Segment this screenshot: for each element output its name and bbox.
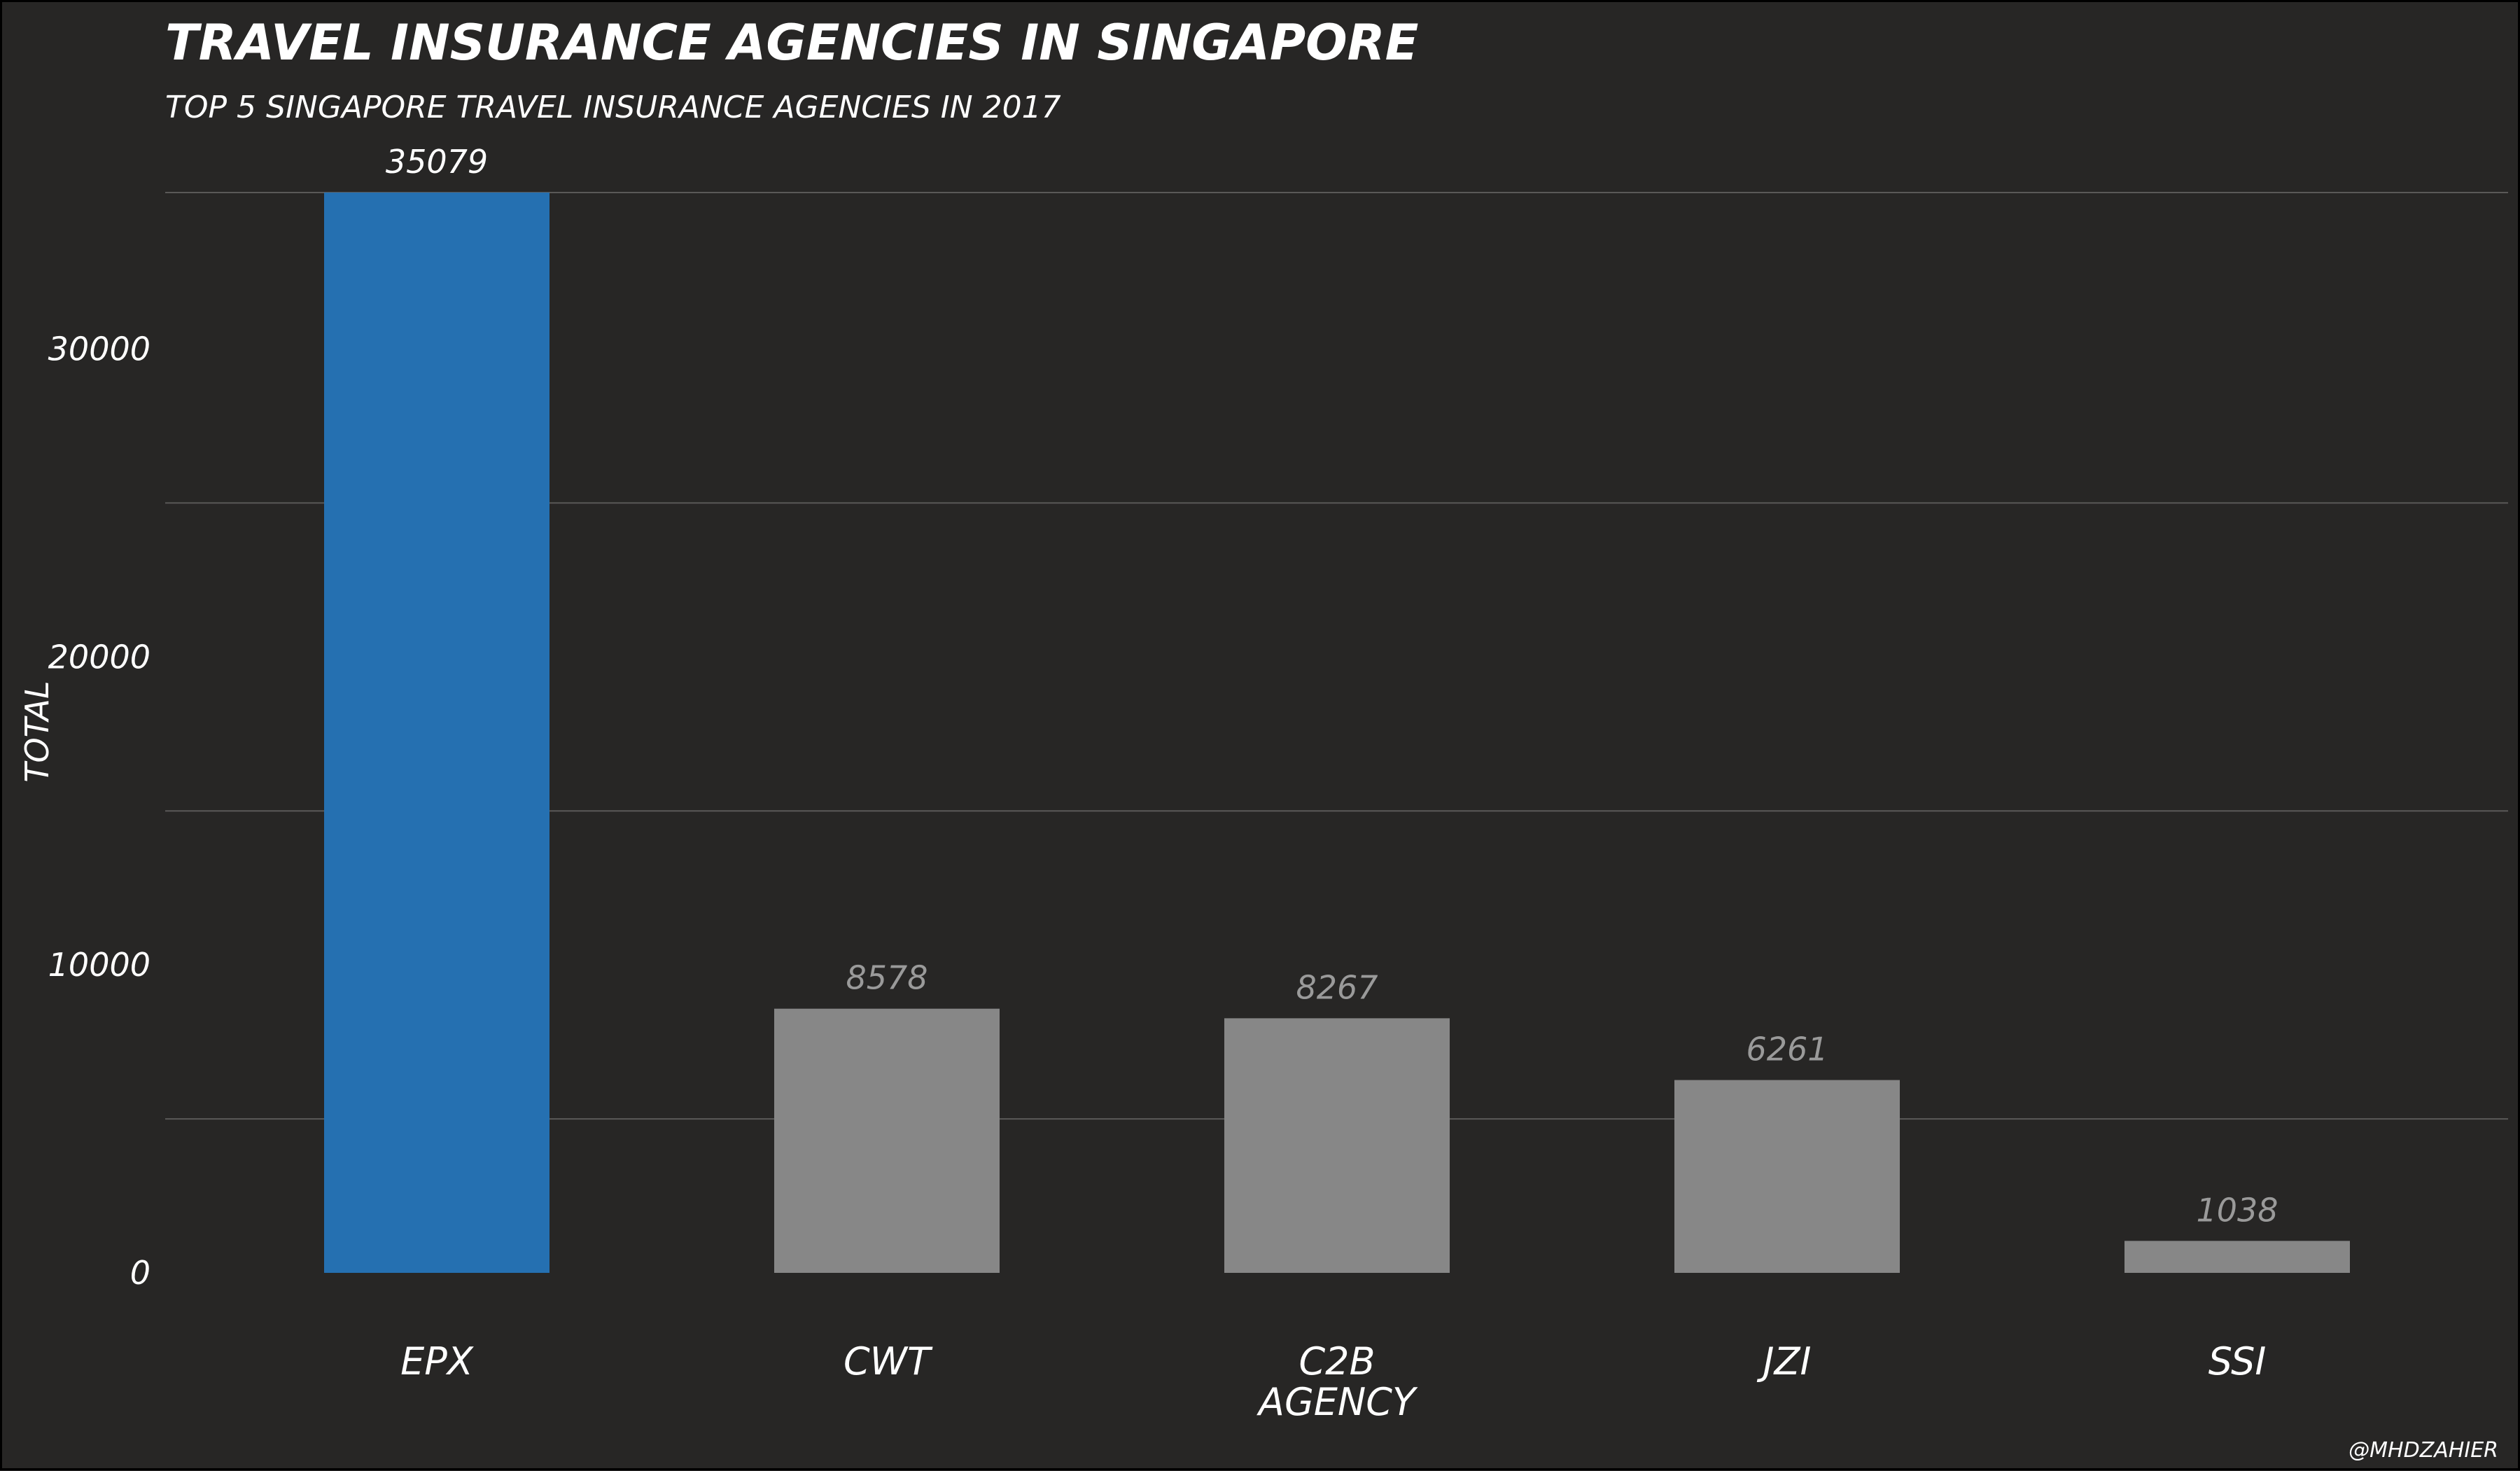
y-tick-label: 20000 [48, 638, 150, 676]
bar-ssi [2124, 1241, 2350, 1273]
y-tick-label: 30000 [48, 330, 150, 368]
bars [324, 193, 2350, 1273]
data-labels: 35079 8578 8267 6261 1038 [386, 143, 2278, 1229]
data-label: 35079 [386, 143, 488, 181]
category-label: C2B AGENCY [1256, 1339, 1418, 1424]
bar-epx [324, 193, 550, 1273]
chart-subtitle: TOP 5 SINGAPORE TRAVEL INSURANCE AGENCIE… [165, 90, 1061, 125]
data-label: 8267 [1296, 968, 1378, 1006]
bar-c2b-agency [1224, 1018, 1450, 1273]
data-label: 6261 [1746, 1031, 1828, 1068]
y-axis-ticks: 0 10000 20000 30000 [48, 330, 150, 1292]
bar-cwt [774, 1008, 1000, 1273]
category-label: JZI [1757, 1339, 1812, 1383]
category-label: EPX [400, 1339, 474, 1383]
data-label: 8578 [846, 959, 927, 997]
category-label: CWT [844, 1339, 933, 1383]
bar-jzi [1674, 1080, 1900, 1273]
category-label: SSI [2208, 1339, 2267, 1383]
author-caption: @MHDZAHIER [2348, 1438, 2498, 1463]
y-tick-label: 0 [130, 1254, 150, 1292]
y-tick-label: 10000 [48, 946, 150, 984]
data-label: 1038 [2196, 1191, 2278, 1229]
category-labels: EPX CWT C2B AGENCY JZI SSI [400, 1339, 2266, 1424]
y-axis-label: TOTAL [18, 681, 56, 782]
chart-title: TRAVEL INSURANCE AGENCIES IN SINGAPORE [165, 14, 1418, 71]
